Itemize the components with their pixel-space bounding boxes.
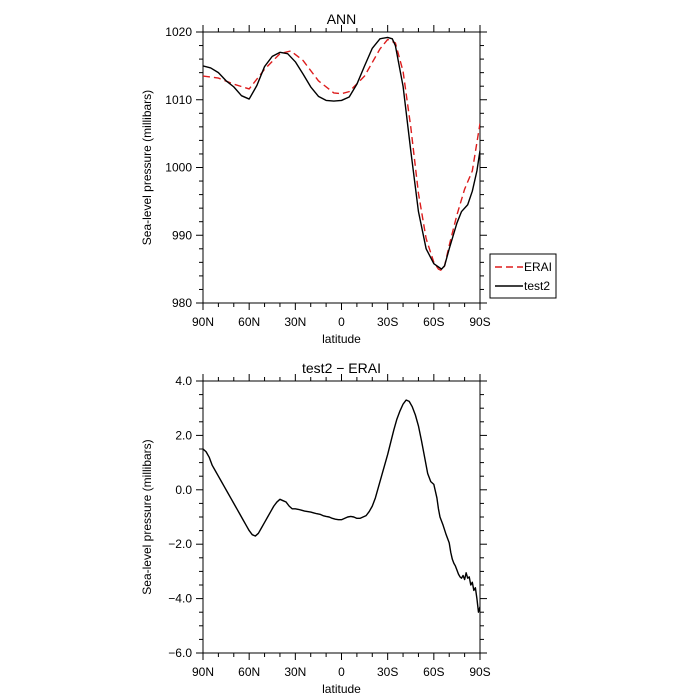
y-tick-label: 1010 [165, 93, 192, 107]
panel-bottom-difference: test2 − ERAI 90N 60N 30N 0 30S 60S 90S −6.0 −4.0 −… [140, 360, 491, 696]
y-tick-label: 0.0 [175, 483, 192, 497]
y-axis-label: Sea-level pressure (millibars) [140, 439, 154, 594]
panel-top-ann: ANN 90N 60N 30N 0 30S 60S 90S 980 990 1000 1010 1020… [140, 11, 557, 346]
legend: ERAI test2 [489, 253, 557, 299]
x-tick-label: 90S [469, 315, 490, 329]
series-line-test2 [203, 36, 480, 270]
x-tick-label: 90N [192, 665, 214, 679]
x-axis-label: latitude [322, 332, 361, 346]
plot-frame [202, 31, 481, 304]
chart-title: test2 − ERAI [302, 360, 381, 376]
legend-label-erai: ERAI [524, 260, 552, 274]
y-tick-label: 2.0 [175, 428, 192, 442]
x-tick-label: 60S [423, 315, 444, 329]
x-tick-label: 60N [238, 315, 260, 329]
x-axis-label: latitude [322, 682, 361, 696]
y-tick-label: 1020 [165, 25, 192, 39]
legend-box [489, 253, 557, 299]
chart-title: ANN [327, 11, 357, 27]
x-tick-label: 60N [238, 665, 260, 679]
x-tick-label: 30S [377, 665, 398, 679]
y-tick-label: 4.0 [175, 374, 192, 388]
legend-label-test2: test2 [524, 279, 550, 293]
x-tick-label: 90N [192, 315, 214, 329]
plot-frame [202, 380, 481, 654]
x-tick-label: 90S [469, 665, 490, 679]
x-tick-label: 30S [377, 315, 398, 329]
series-line-erai [203, 38, 480, 272]
x-tick-label: 30N [284, 315, 306, 329]
x-tick-label: 30N [284, 665, 306, 679]
y-axis-label: Sea-level pressure (millibars) [140, 90, 154, 245]
x-tick-label: 0 [338, 665, 345, 679]
x-tick-label: 0 [338, 315, 345, 329]
x-tick-label: 60S [423, 665, 444, 679]
y-tick-label: −2.0 [168, 537, 192, 551]
y-tick-label: 980 [172, 296, 192, 310]
y-tick-label: 1000 [165, 161, 192, 175]
y-tick-label: 990 [172, 228, 192, 242]
series-line-difference [203, 399, 480, 613]
y-tick-label: −6.0 [168, 646, 192, 660]
y-tick-label: −4.0 [168, 592, 192, 606]
